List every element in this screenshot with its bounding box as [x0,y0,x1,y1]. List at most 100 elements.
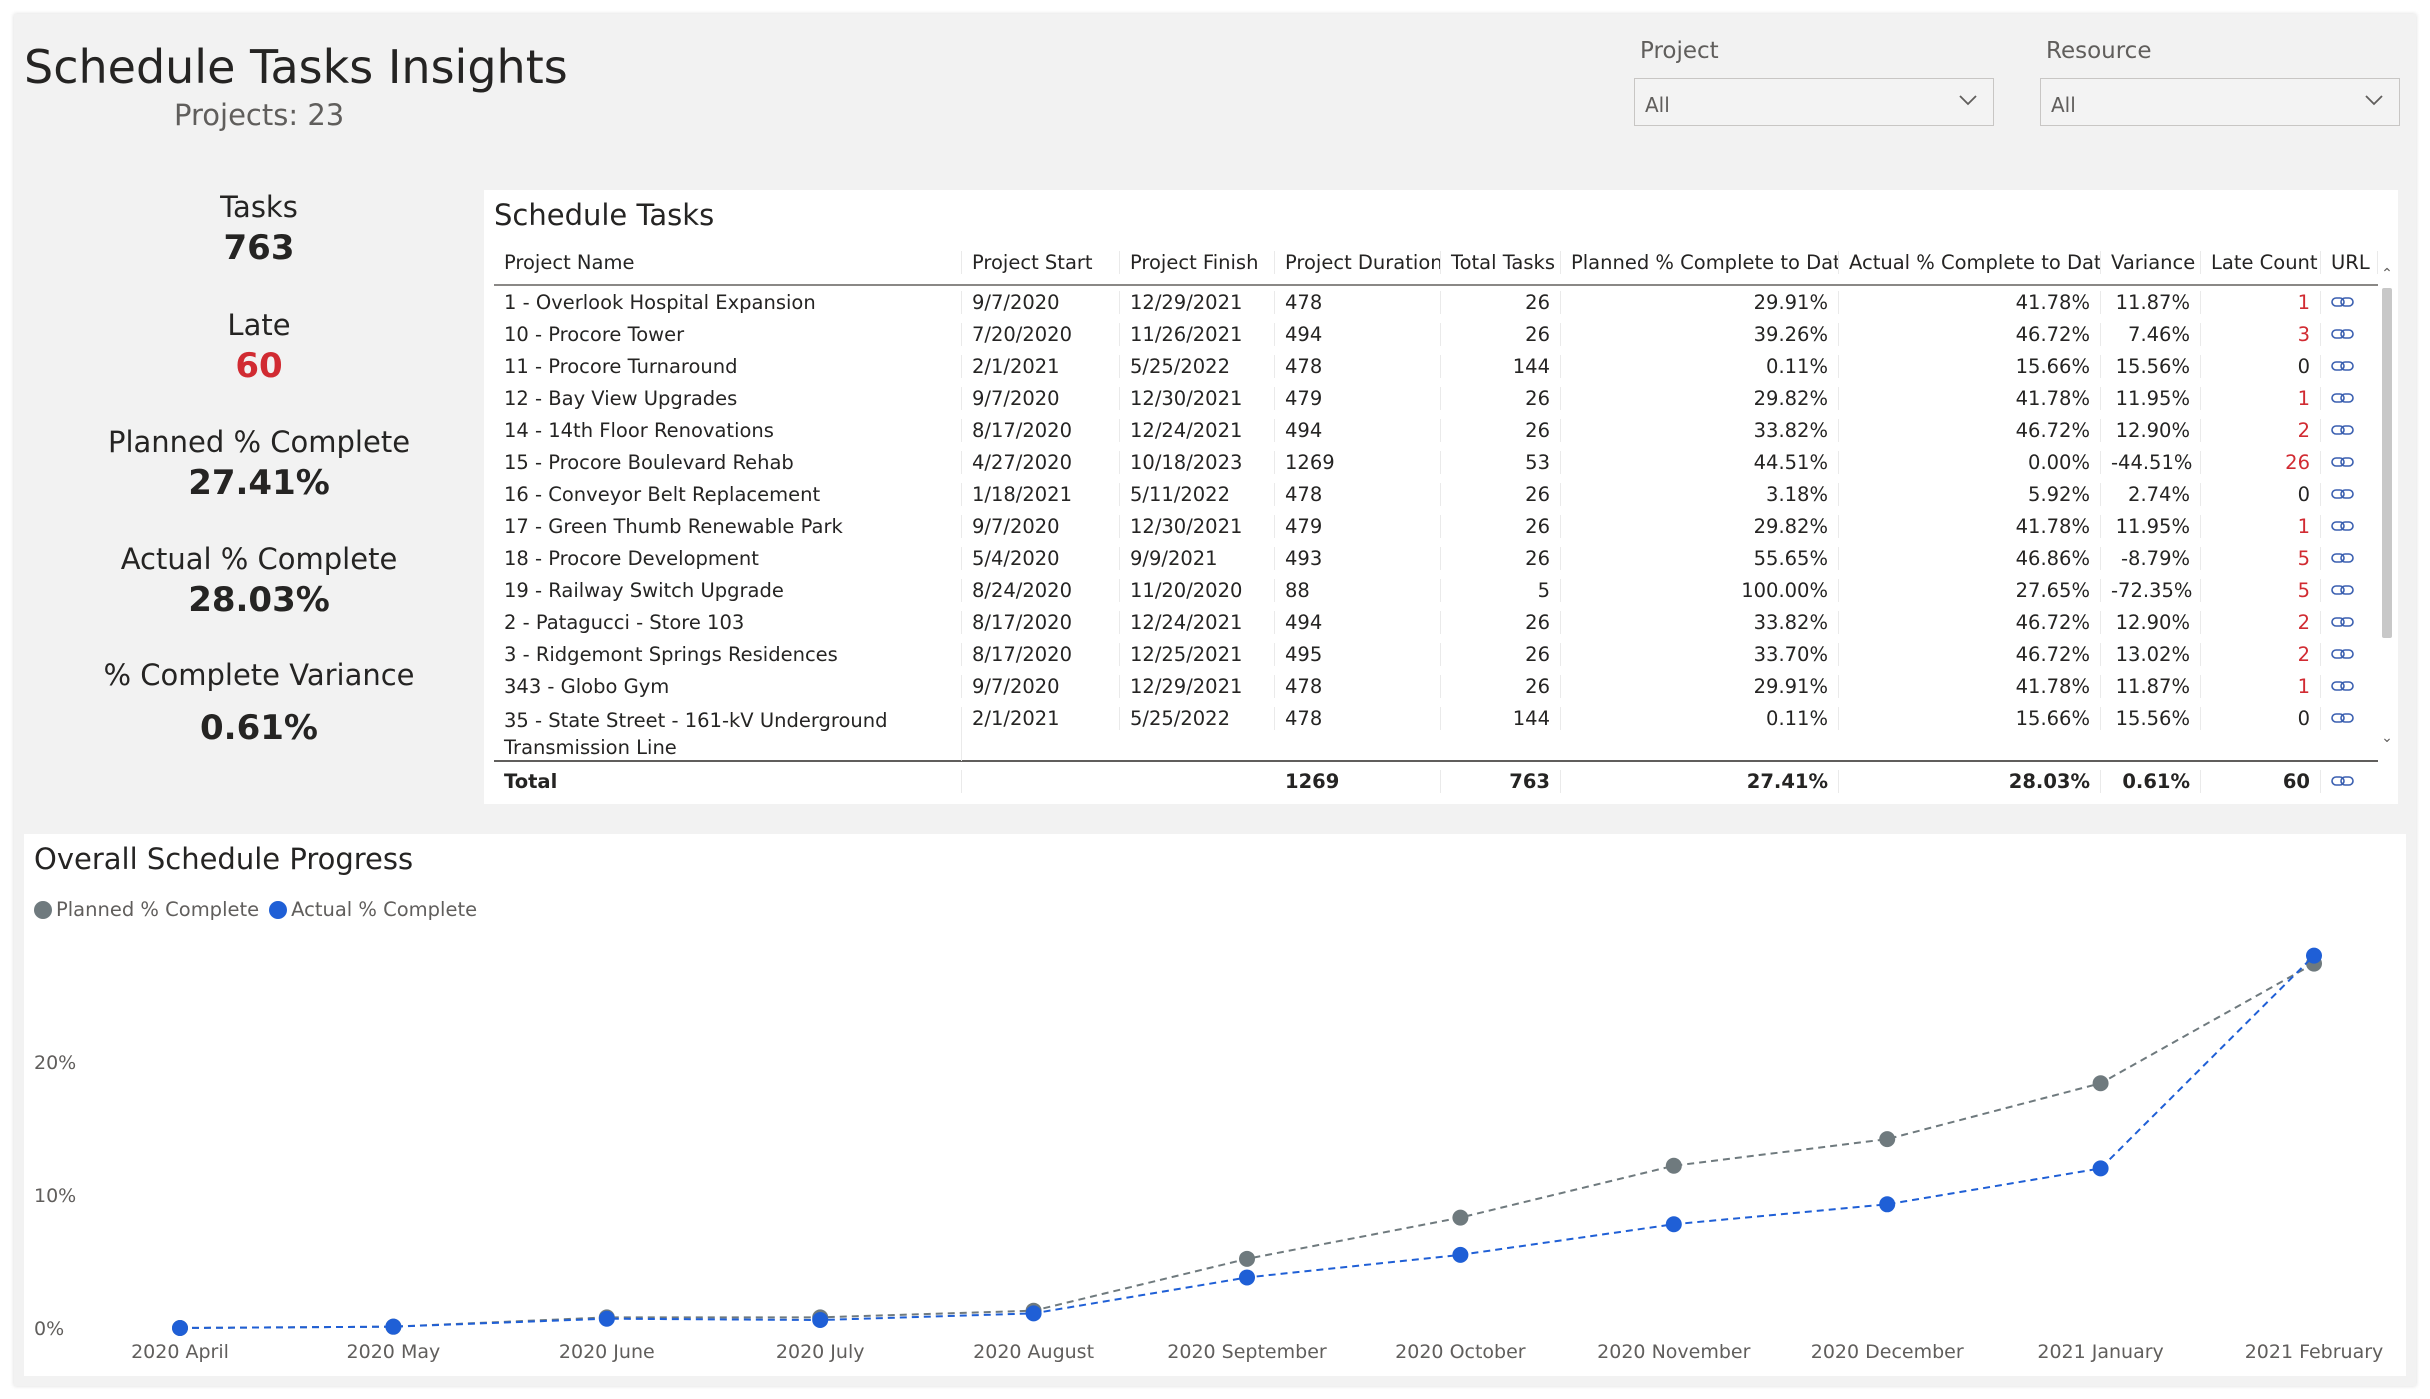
table-row[interactable]: 10 - Procore Tower 7/20/2020 11/26/2021 494… [494,318,2378,350]
column-header[interactable]: Variance [2101,250,2201,274]
table-cell: 478 [1275,707,1441,730]
kpi-value: 0.61% [200,708,318,748]
table-row[interactable]: 1 - Overlook Hospital Expansion 9/7/2020 1… [494,286,2378,318]
planned-data-point[interactable] [1879,1131,1896,1148]
link-icon[interactable] [2331,679,2355,693]
link-icon[interactable] [2331,487,2355,501]
link-icon[interactable] [2331,423,2355,437]
table-cell: 26 [1441,322,1561,346]
scroll-down-icon[interactable]: ⌄ [2381,730,2393,746]
table-cell: 9/9/2021 [1120,546,1275,570]
link-icon[interactable] [2331,583,2355,597]
link-icon[interactable] [2331,455,2355,469]
column-header[interactable]: Total Tasks [1441,250,1561,274]
total-actual: 28.03% [1839,769,2101,793]
actual-data-point[interactable] [1452,1246,1469,1263]
actual-data-point[interactable] [172,1320,188,1336]
chevron-down-icon[interactable] [1957,89,1979,111]
kpi-label: Late [227,308,291,342]
table-row[interactable]: 15 - Procore Boulevard Rehab 4/27/2020 10/… [494,446,2378,478]
actual-data-point[interactable] [598,1310,615,1327]
table-cell: 8/17/2020 [962,418,1120,442]
planned-data-point[interactable] [1452,1209,1469,1226]
url-cell [2321,611,2378,634]
link-icon[interactable] [2331,711,2355,725]
legend-item-planned[interactable]: Planned % Complete [34,898,259,921]
column-header[interactable]: Project Start [962,250,1120,274]
table-row[interactable]: 2 - Patagucci - Store 103 8/17/2020 12/24/… [494,606,2378,638]
chevron-down-icon[interactable] [2363,89,2385,111]
actual-data-point[interactable] [2092,1160,2109,1177]
table-row[interactable]: 14 - 14th Floor Renovations 8/17/2020 12/2… [494,414,2378,446]
table-row[interactable]: 18 - Procore Development 5/4/2020 9/9/2021… [494,542,2378,574]
table-cell: 12/24/2021 [1120,610,1275,634]
schedule-tasks-table-card: Schedule Tasks Project Name Project Star… [484,190,2398,804]
table-cell: 27.65% [1839,578,2101,602]
url-cell [2321,579,2378,602]
table-row[interactable]: 11 - Procore Turnaround 2/1/2021 5/25/2022… [494,350,2378,382]
planned-data-point[interactable] [1239,1250,1255,1267]
column-header[interactable]: Late Count [2201,250,2321,274]
kpi-value: 60 [235,346,283,386]
kpi-label: Planned % Complete [107,425,411,459]
table-cell: 8/17/2020 [962,610,1120,634]
scroll-up-icon[interactable]: ⌃ [2381,266,2393,282]
table-cell: 88 [1275,578,1441,602]
column-header[interactable]: Project Name [494,250,962,274]
project-dropdown[interactable]: All [1634,78,1994,126]
legend-item-actual[interactable]: Actual % Complete [269,898,477,921]
link-icon[interactable] [2331,647,2355,661]
link-icon[interactable] [2331,615,2355,629]
column-header[interactable]: Project Finish [1120,250,1275,274]
link-icon[interactable] [2331,551,2355,565]
planned-data-point[interactable] [2092,1075,2109,1092]
table-cell: 494 [1275,610,1441,634]
column-header[interactable]: Actual % Complete to Date [1839,250,2101,274]
actual-data-point[interactable] [2306,947,2322,964]
actual-data-point[interactable] [1665,1216,1682,1233]
table-cell: 15.56% [2101,354,2201,378]
table-row[interactable]: 3 - Ridgemont Springs Residences 8/17/202… [494,638,2378,670]
table-cell: 11.87% [2101,290,2201,314]
table-row[interactable]: 19 - Railway Switch Upgrade 8/24/2020 11/2… [494,574,2378,606]
table-cell: 478 [1275,290,1441,314]
table-cell: -8.79% [2101,546,2201,570]
actual-data-point[interactable] [1239,1269,1255,1286]
table-cell: 1 [2201,290,2321,314]
x-tick-label: 2020 December [1811,1341,1964,1363]
link-icon[interactable] [2331,327,2355,341]
planned-data-point[interactable] [1665,1157,1682,1174]
link-icon[interactable] [2331,519,2355,533]
project-name-cell: 11 - Procore Turnaround [494,354,962,378]
column-header[interactable]: URL [2321,250,2378,274]
scrollbar-thumb[interactable] [2382,288,2392,638]
table-cell: 46.72% [1839,610,2101,634]
total-duration: 1269 [1275,769,1441,793]
actual-data-point[interactable] [1025,1305,1042,1322]
table-row[interactable]: 35 - State Street - 161-kV Underground T… [494,702,2378,761]
actual-data-point[interactable] [385,1318,402,1335]
column-header[interactable]: Project Duration [1275,250,1441,274]
link-icon[interactable] [2331,774,2355,788]
link-icon[interactable] [2331,359,2355,373]
table-row[interactable]: 12 - Bay View Upgrades 9/7/2020 12/30/2021… [494,382,2378,414]
table-cell: 7.46% [2101,322,2201,346]
x-tick-label: 2020 November [1597,1341,1750,1363]
link-icon[interactable] [2331,295,2355,309]
table-cell: 15.66% [1839,354,2101,378]
url-cell [2321,291,2378,314]
table-cell: 26 [1441,642,1561,666]
table-row[interactable]: 343 - Globo Gym 9/7/2020 12/29/2021 478 26 29… [494,670,2378,702]
table-cell: 9/7/2020 [962,514,1120,538]
table-cell: 26 [1441,514,1561,538]
column-header[interactable]: Planned % Complete to Date [1561,250,1839,274]
actual-data-point[interactable] [812,1312,829,1329]
link-icon[interactable] [2331,391,2355,405]
actual-data-point[interactable] [1879,1196,1896,1213]
table-scrollbar[interactable]: ⌃ ⌄ [2380,266,2394,746]
table-cell: 12/29/2021 [1120,290,1275,314]
table-row[interactable]: 17 - Green Thumb Renewable Park 9/7/2020 1… [494,510,2378,542]
legend-dot [34,900,52,919]
resource-dropdown[interactable]: All [2040,78,2400,126]
table-row[interactable]: 16 - Conveyor Belt Replacement 1/18/2021 5… [494,478,2378,510]
